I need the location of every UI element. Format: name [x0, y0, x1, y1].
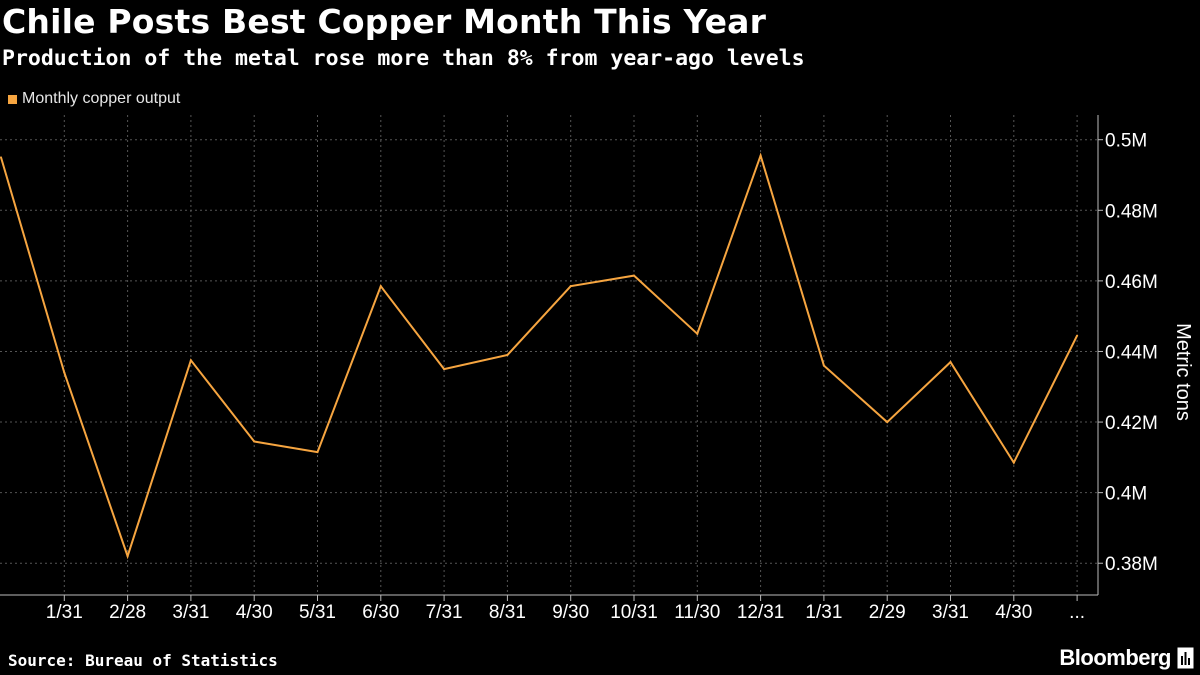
x-tick-label: 8/31 [489, 602, 526, 623]
chart-title: Chile Posts Best Copper Month This Year [2, 2, 767, 41]
legend-label: Monthly copper output [22, 90, 181, 107]
data-point [189, 359, 192, 362]
x-tick-label: 9/30 [552, 602, 589, 623]
x-tick-label: 2/29 [869, 602, 906, 623]
data-point [1076, 334, 1079, 337]
y-tick-label: 0.5M [1105, 131, 1147, 152]
data-point [696, 332, 699, 335]
data-point [569, 285, 572, 288]
x-tick-label: 1/31 [805, 602, 842, 623]
series-line-monthly-copper-output [0, 152, 1078, 560]
y-tick-label: 0.46M [1105, 272, 1158, 293]
data-point [253, 440, 256, 443]
x-axis: 1/31 2/28 3/31 4/30 5/31 6/30 7/31 8/31 9/30 10/3… [46, 595, 1085, 623]
x-tick-label: 4/30 [236, 602, 273, 623]
data-point [379, 285, 382, 288]
x-tick-label: 10/31 [610, 602, 658, 623]
legend: Monthly copper output [8, 90, 180, 108]
x-tick-label: 12/31 [737, 602, 785, 623]
y-tick-label: 0.44M [1105, 342, 1158, 363]
data-point [506, 354, 509, 356]
x-tick-label: 4/30 [995, 602, 1032, 623]
brand: Bloomberg [1059, 645, 1194, 671]
data-point [0, 156, 2, 159]
bloomberg-terminal-icon [1177, 647, 1194, 669]
data-point [443, 368, 446, 371]
y-axis: 0.38M 0.4M 0.42M 0.44M 0.46M 0.48M 0.5M [1098, 131, 1158, 575]
y-tick-label: 0.42M [1105, 413, 1158, 434]
x-tick-label: 7/31 [426, 602, 463, 623]
grid-lines [0, 115, 1098, 595]
x-tick-label: ... [1069, 602, 1085, 623]
data-point [63, 371, 66, 374]
data-point [759, 154, 762, 157]
series-layer [0, 152, 1079, 560]
x-tick-label: 6/30 [362, 602, 399, 623]
data-point [822, 364, 825, 367]
legend-swatch [8, 94, 17, 104]
y-axis-label: Metric tons [1172, 323, 1194, 421]
data-point [886, 421, 889, 424]
data-point [633, 274, 635, 277]
x-tick-label: 2/28 [109, 602, 146, 623]
chart-subtitle: Production of the metal rose more than 8… [2, 46, 805, 71]
data-point [1012, 461, 1015, 464]
data-point [316, 451, 319, 454]
source-note: Source: Bureau of Statistics [8, 651, 278, 670]
data-point [126, 555, 129, 558]
y-tick-label: 0.48M [1105, 201, 1158, 222]
x-tick-label: 3/31 [172, 602, 209, 623]
x-tick-label: 3/31 [932, 602, 969, 623]
x-tick-label: 1/31 [46, 602, 83, 623]
data-point [949, 361, 952, 364]
x-tick-label: 5/31 [299, 602, 336, 623]
y-tick-label: 0.38M [1105, 554, 1158, 575]
brand-name: Bloomberg [1059, 645, 1171, 670]
x-tick-label: 11/30 [674, 602, 720, 623]
y-tick-label: 0.4M [1105, 484, 1147, 505]
